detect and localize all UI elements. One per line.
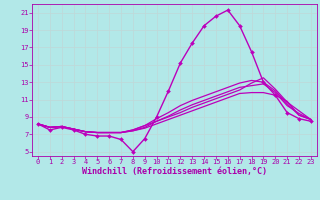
X-axis label: Windchill (Refroidissement éolien,°C): Windchill (Refroidissement éolien,°C) bbox=[82, 167, 267, 176]
